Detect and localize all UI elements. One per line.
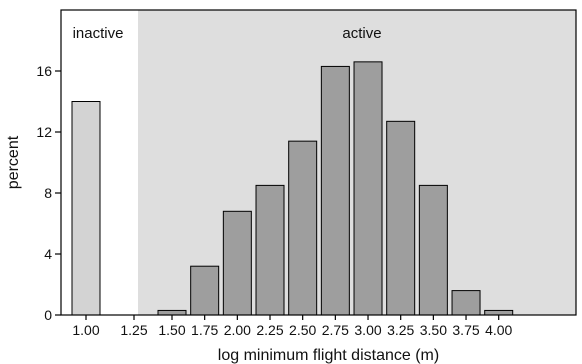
y-tick-label-16: 16: [36, 63, 52, 79]
x-tick-label-2-75: 2.75: [322, 322, 349, 338]
y-tick-label-12: 12: [36, 124, 52, 140]
x-tick-label-1-50: 1.50: [158, 322, 185, 338]
x-axis-title: log minimum flight distance (m): [218, 347, 439, 364]
bar-3-00: [353, 61, 383, 316]
bar-2-75: [320, 65, 350, 316]
x-tick-label-2-25: 2.25: [256, 322, 283, 338]
bar-1-75: [190, 265, 220, 316]
x-tick-label-3-00: 3.00: [354, 322, 381, 338]
x-tick-label-1-00: 1.00: [72, 322, 99, 338]
bars-layer: [71, 61, 514, 316]
bar-3-75: [451, 290, 481, 316]
region-label-inactive: inactive: [73, 25, 124, 42]
bar-1-50: [157, 309, 187, 316]
region-label-active: active: [342, 25, 381, 42]
axes-layer: [55, 9, 577, 320]
bar-1-00: [71, 101, 101, 316]
x-tick-label-3-25: 3.25: [387, 322, 414, 338]
x-tick-label-1-25: 1.25: [120, 322, 147, 338]
bar-2-50: [288, 140, 318, 316]
x-tick-label-2-00: 2.00: [224, 322, 251, 338]
y-tick-label-0: 0: [44, 307, 52, 323]
y-tick-label-4: 4: [44, 246, 52, 262]
plot-frame: [60, 9, 577, 316]
y-axis-title: percent: [5, 135, 22, 189]
x-tick-label-3-50: 3.50: [420, 322, 447, 338]
bar-4-00: [484, 309, 514, 316]
x-tick-label-4-00: 4.00: [485, 322, 512, 338]
x-tick-label-3-75: 3.75: [452, 322, 479, 338]
bar-2-25: [255, 184, 285, 316]
text-layer: inactive active 0 4 8 12 16 1.00 1.25 1.50 1.75 2.0…: [5, 25, 513, 364]
x-tick-label-1-75: 1.75: [191, 322, 218, 338]
x-tick-label-2-50: 2.50: [289, 322, 316, 338]
bar-3-50: [418, 184, 448, 316]
bar-3-25: [386, 120, 416, 316]
bar-2-00: [222, 210, 252, 316]
y-tick-label-8: 8: [44, 185, 52, 201]
